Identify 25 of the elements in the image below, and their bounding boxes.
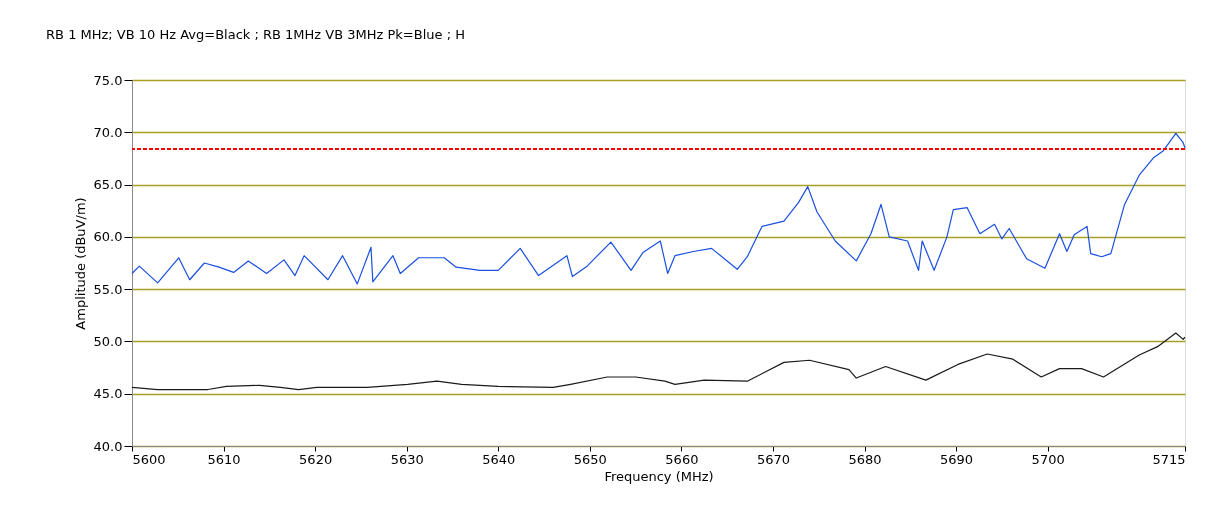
line-series: [131, 332, 1186, 391]
x-tick-label: 5715: [1152, 451, 1186, 467]
y-axis-title: Amplitude (dBuV/m): [72, 197, 88, 330]
x-tick-label: 5670: [756, 451, 790, 467]
line-series: [131, 132, 1186, 285]
x-tick-label: 5700: [1031, 451, 1065, 467]
y-tick-label: 45.0: [93, 386, 123, 402]
y-tick-label: 70.0: [93, 124, 123, 140]
x-tick-label: 5650: [573, 451, 607, 467]
x-tick-label: 5640: [482, 451, 516, 467]
y-tick-label: 50.0: [93, 333, 123, 349]
x-axis-title: Frequency (MHz): [604, 468, 714, 484]
chart-title: RB 1 MHz; VB 10 Hz Avg=Black ; RB 1MHz VB 3MHz Pk=Blue ; H: [46, 27, 465, 42]
x-tick-label: 5630: [390, 451, 424, 467]
x-tick-label: 5600: [132, 451, 166, 467]
x-tick-label: 5620: [299, 451, 333, 467]
y-tick-label: 60.0: [93, 229, 123, 245]
x-tick-label: 5680: [848, 451, 882, 467]
y-tick-label: 65.0: [93, 177, 123, 193]
y-tick-label: 40.0: [93, 438, 123, 454]
y-tick-label: 55.0: [93, 281, 123, 297]
x-tick-label: 5690: [940, 451, 974, 467]
y-tick-label: 75.0: [93, 72, 123, 88]
x-tick-label: 5610: [207, 451, 241, 467]
x-tick-label: 5660: [665, 451, 699, 467]
